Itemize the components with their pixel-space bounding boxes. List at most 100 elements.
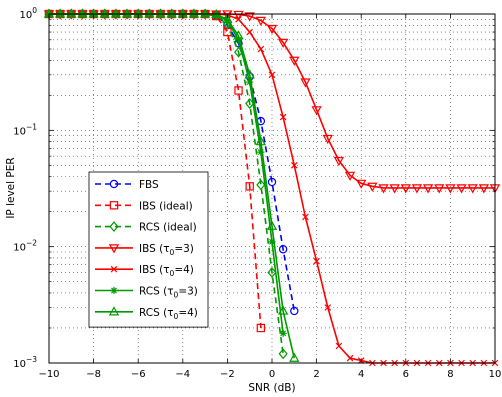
legend-label-main: RCS (τ [139,286,174,298]
marker-triangle-up [54,8,66,18]
legend-label-tail: =3) [174,243,194,255]
marker-x [290,162,298,169]
marker-triangle-down [322,134,333,145]
marker-asterisk [246,78,254,86]
marker-square [256,323,266,333]
legend-label-sub: 0 [170,269,175,278]
legend-entry: IBS (τ0=4) [95,264,194,278]
marker-triangle-up [255,136,267,146]
marker-triangle-down [445,184,456,194]
legend-label-tail: =4) [174,264,194,276]
marker-triangle-up [99,8,110,18]
marker-triangle-up [222,13,233,23]
marker-x [324,304,332,311]
marker-square [109,201,119,210]
marker-triangle-down [378,184,389,194]
marker-diamond [267,267,277,278]
marker-triangle-down [422,184,434,194]
marker-triangle-down [233,10,244,21]
marker-triangle-down [300,78,311,88]
marker-circle [109,179,119,189]
marker-asterisk [257,148,265,156]
marker-triangle-up [244,69,255,79]
marker-triangle-up [277,305,289,315]
legend-entry: RCS (ideal) [95,221,197,234]
marker-triangle-up [266,220,278,230]
marker-triangle-down [456,184,467,194]
legend-entry: FBS [95,179,159,191]
marker-triangle-up [155,8,166,18]
legend-label: IBS (ideal) [139,200,193,212]
marker-square [245,182,254,191]
x-tick-label: 2 [313,369,319,380]
marker-x [279,113,287,121]
marker-diamond [278,348,288,360]
marker-triangle-down [255,16,267,27]
x-tick-label: 0 [269,369,275,380]
legend-label-main: IBS (τ [139,243,170,255]
legend-label: IBS (τ0=3) [139,243,194,257]
marker-triangle-down [311,106,322,116]
marker-x [313,257,320,265]
marker-triangle-up [108,306,120,316]
marker-triangle-down [478,184,490,194]
legend-label: RCS (τ0=4) [139,307,198,321]
marker-x [246,28,254,36]
legend-entry: RCS (τ0=3) [95,286,198,300]
legend-entry: RCS (τ0=4) [95,306,198,321]
marker-triangle-down [108,244,120,254]
marker-asterisk [268,238,276,246]
legend-label-tail: =3) [178,286,198,298]
x-tick-label: 4 [358,369,364,380]
y-tick-label: 10−2 [13,239,37,254]
y-axis-label: IP level PER [5,157,17,218]
legend-label-sub: 0 [170,248,175,257]
legend-label-sub: 0 [174,291,179,300]
marker-x [110,265,118,273]
legend-entry: IBS (τ0=3) [95,243,194,257]
marker-triangle-down [467,184,478,194]
x-tick-label: −2 [220,369,235,380]
marker-triangle-down [434,184,445,194]
legend-label: RCS (ideal) [139,222,197,234]
legend-label: RCS (τ0=3) [139,286,198,300]
marker-triangle-up [121,8,133,18]
y-tick-exponent: −2 [26,239,37,248]
marker-triangle-down [333,156,345,167]
marker-asterisk [234,36,243,44]
x-tick-label: −10 [38,369,59,380]
marker-triangle-down [244,12,255,22]
y-tick-exponent: −1 [26,122,37,131]
legend-label-tail: =4) [178,307,198,319]
x-tick-label: 6 [403,369,409,380]
marker-triangle-down [289,56,300,66]
marker-asterisk [279,329,287,337]
y-tick-exponent: −3 [26,355,37,364]
marker-diamond [256,179,266,191]
marker-triangle-up [233,30,244,40]
marker-triangle-up [166,8,177,18]
marker-triangle-down [344,171,356,181]
marker-triangle-up [77,8,88,18]
marker-triangle-up [66,8,77,18]
marker-triangle-down [389,184,400,194]
x-tick-label: −8 [86,369,101,380]
legend-label-main: RCS (τ [139,307,174,319]
legend-entry: IBS (ideal) [95,200,193,212]
y-tick-exponent: 0 [32,6,37,15]
marker-triangle-down [277,38,289,48]
marker-circle [267,177,277,187]
marker-asterisk [110,286,118,295]
y-tick-label: 10−3 [13,355,37,370]
x-tick-label: 10 [489,369,502,380]
marker-x [268,71,276,79]
marker-circle [278,245,288,254]
marker-triangle-down [411,184,423,194]
x-tick-label: −4 [175,369,190,380]
marker-x [335,342,343,350]
marker-triangle-down [400,184,411,194]
legend-label: IBS (τ0=4) [139,264,194,278]
marker-circle [290,306,299,316]
